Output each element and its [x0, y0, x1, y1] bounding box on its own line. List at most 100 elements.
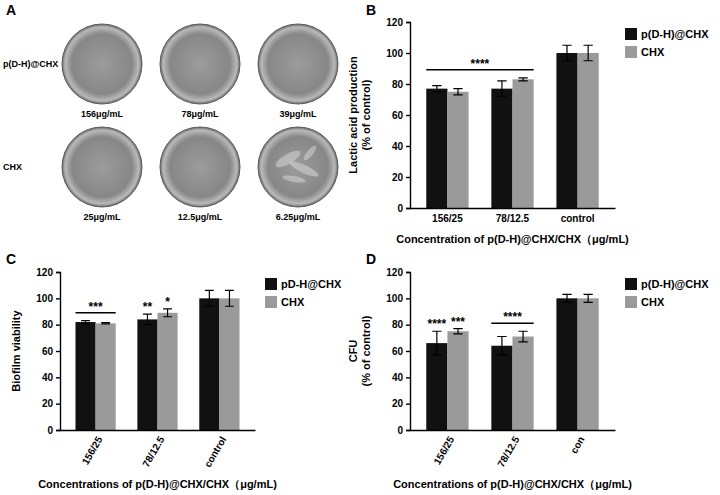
tick-label: 60: [42, 346, 54, 357]
tick-label: 78/12.5: [496, 213, 530, 224]
plot-area: [426, 45, 598, 208]
panel-title: D: [366, 251, 376, 267]
tick-label: 78/12.5: [140, 434, 166, 469]
colony: [302, 144, 318, 162]
bar: [219, 298, 239, 430]
tick-mark: [406, 115, 410, 116]
bar: [426, 343, 447, 430]
significance: ****: [428, 317, 447, 331]
tick-label: 78/12.5: [495, 434, 521, 469]
bar-chart: 020406080100120156/2578/12.5con*********…: [386, 267, 615, 469]
error-bar: [205, 290, 214, 306]
tick: 20: [392, 172, 410, 183]
plate-label: 12.5μg/mL: [178, 212, 223, 222]
tick: 78/12.5: [140, 430, 166, 469]
legend-label: p(D-H)@CHX: [641, 28, 709, 40]
error-bar: [562, 294, 571, 302]
tick-label: 80: [392, 79, 404, 90]
tick-mark: [406, 208, 410, 209]
tick-mark: [56, 272, 60, 273]
tick: 156/25: [80, 430, 105, 466]
x-axis: 156/25 78/12.5 con: [411, 430, 616, 469]
tick-mark: [406, 351, 410, 352]
tick: 60: [392, 110, 410, 121]
figure: Ap(D-H)@CHX156μg/mL78μg/mL39μg/mLCHX25μg…: [0, 0, 720, 495]
tick-label: 80: [42, 319, 54, 330]
bar: [96, 323, 116, 430]
tick-label: 156/25: [432, 213, 463, 224]
plate-label: 25μg/mL: [83, 212, 121, 222]
plate: [160, 24, 240, 104]
tick: control: [561, 208, 595, 224]
plate-label: 156μg/mL: [81, 109, 124, 119]
tick: 120: [386, 17, 410, 28]
error-bar: [225, 290, 234, 306]
bar: [556, 298, 577, 430]
legend-label: p(D-H)@CHX: [641, 278, 709, 290]
tick-label: control: [202, 434, 229, 469]
axis-line: [411, 208, 616, 209]
y-axis-label: Biofilm viability: [10, 309, 22, 391]
legend-swatch: [625, 46, 637, 58]
error-bar: [497, 81, 506, 97]
legend: p(D-H)@CHXCHX: [625, 278, 709, 308]
error-bar: [163, 309, 172, 317]
plot-area: [75, 290, 239, 430]
tick-label: 120: [386, 267, 403, 278]
bar: [578, 298, 599, 430]
tick-mark: [406, 403, 410, 404]
error-bar: [453, 329, 462, 334]
bar: [447, 92, 468, 208]
tick-mark: [56, 298, 60, 299]
legend-label: CHX: [641, 46, 665, 58]
y-axis: 020406080100120: [386, 17, 410, 214]
axis-line: [61, 430, 256, 431]
tick: 0: [397, 203, 410, 214]
tick-label: 40: [392, 141, 404, 152]
tick-label: 0: [47, 425, 53, 436]
x-axis-label: Concentration of p(D-H)@CHX/CHX（μg/mL): [396, 233, 629, 246]
tick-label: 60: [392, 110, 404, 121]
tick-mark: [56, 377, 60, 378]
annotations: ***********: [428, 310, 534, 331]
panel-title: B: [366, 2, 376, 18]
tick-label: 40: [392, 372, 404, 383]
tick-mark: [406, 298, 410, 299]
tick: 156/25: [432, 208, 463, 224]
tick: 78/12.5: [496, 208, 530, 224]
x-axis-label: Concentrations of p(D-H)@CHX/CHX（μg/mL): [393, 478, 632, 491]
tick: 40: [392, 141, 410, 152]
error-bar: [101, 323, 110, 324]
tick: con: [568, 430, 586, 455]
tick: 0: [397, 425, 410, 436]
error-bar: [518, 331, 527, 342]
bar: [158, 313, 178, 430]
colony: [282, 174, 307, 184]
error-bar: [432, 86, 441, 92]
tick: 156/25: [432, 430, 457, 466]
significance: **: [143, 300, 153, 314]
tick: 80: [392, 319, 410, 330]
bar: [75, 322, 95, 430]
tick-mark: [406, 22, 410, 23]
y-axis-label: (% of control): [360, 315, 372, 386]
error-bar: [497, 337, 506, 355]
legend-label: pD-H@CHX: [281, 278, 342, 290]
legend-swatch: [625, 28, 637, 40]
bar-chart: 020406080100120156/2578/12.5control*****…: [36, 267, 255, 470]
tick-mark: [406, 324, 410, 325]
error-bar: [81, 321, 90, 324]
tick-mark: [406, 84, 410, 85]
error-bar: [453, 89, 462, 95]
tick: 80: [392, 79, 410, 90]
bar: [513, 337, 534, 430]
tick-label: 20: [392, 172, 404, 183]
bar: [491, 346, 512, 430]
tick-label: 120: [36, 267, 53, 278]
axis-line: [406, 23, 411, 209]
bar: [491, 89, 512, 208]
legend: pD-H@CHXCHX: [265, 278, 342, 308]
tick: 80: [42, 319, 60, 330]
significance: *: [165, 295, 170, 309]
tick: 20: [392, 398, 410, 409]
